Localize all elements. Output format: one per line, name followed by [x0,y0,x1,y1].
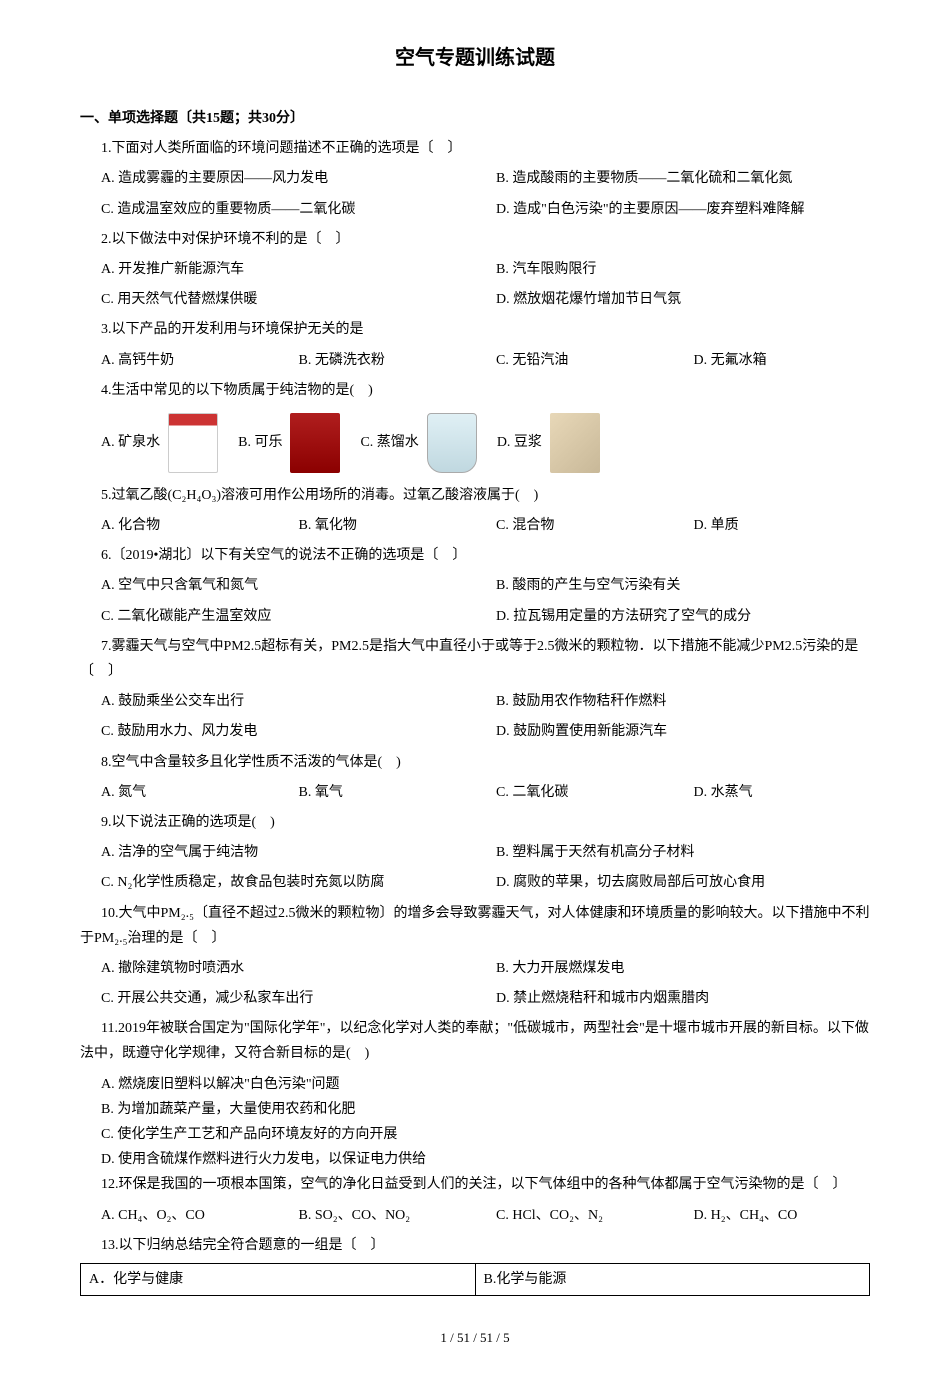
question-5: 5.过氧乙酸(C₂H₄O₃)溶液可用作公用场所的消毒。过氧乙酸溶液属于( ) [80,483,870,508]
q4-option-b: B. 可乐 [238,430,282,455]
q6-option-c: C. 二氧化碳能产生温室效应 [80,604,475,629]
q1-option-d: D. 造成"白色污染"的主要原因——废弃塑料难降解 [475,197,870,222]
q2-options: A. 开发推广新能源汽车 B. 汽车限购限行 [80,257,870,282]
q6-option-b: B. 酸雨的产生与空气污染有关 [475,573,870,598]
q7-option-a: A. 鼓励乘坐公交车出行 [80,689,475,714]
q10-option-a: A. 撤除建筑物时喷洒水 [80,956,475,981]
q2-option-d: D. 燃放烟花爆竹增加节日气氛 [475,287,870,312]
q13-cell-b: B.化学与能源 [476,1264,870,1295]
q8-option-d: D. 水蒸气 [673,780,871,805]
distilled-water-image [427,413,477,473]
q9-options: A. 洁净的空气属于纯洁物 B. 塑料属于天然有机高分子材料 [80,840,870,865]
q7-options-2: C. 鼓励用水力、风力发电 D. 鼓励购置使用新能源汽车 [80,719,870,744]
page-title: 空气专题训练试题 [80,40,870,76]
q8-option-c: C. 二氧化碳 [475,780,673,805]
q5-option-a: A. 化合物 [80,513,278,538]
q12-option-c: C. HCl、CO₂、N₂ [475,1203,673,1228]
q13-cell-a: A．化学与健康 [81,1264,476,1295]
question-11: 11.2019年被联合国定为"国际化学年"，以纪念化学对人类的奉献；"低碳城市，… [80,1016,870,1066]
question-4: 4.生活中常见的以下物质属于纯洁物的是( ) [80,378,870,403]
q12-options: A. CH₄、O₂、CO B. SO₂、CO、NO₂ C. HCl、CO₂、N₂… [80,1203,870,1228]
section-header: 一、单项选择题〔共15题；共30分〕 [80,106,870,131]
q2-option-b: B. 汽车限购限行 [475,257,870,282]
q4-option-b-wrap: B. 可乐 [238,413,340,473]
q11-option-d: D. 使用含硫煤作燃料进行火力发电，以保证电力供给 [80,1147,870,1172]
q1-option-b: B. 造成酸雨的主要物质——二氧化硫和二氧化氮 [475,166,870,191]
q1-option-c: C. 造成温室效应的重要物质——二氧化碳 [80,197,475,222]
q1-options: A. 造成雾霾的主要原因——风力发电 B. 造成酸雨的主要物质——二氧化硫和二氧… [80,166,870,191]
q6-option-d: D. 拉瓦锡用定量的方法研究了空气的成分 [475,604,870,629]
q4-option-a-wrap: A. 矿泉水 [101,413,218,473]
q4-option-d-wrap: D. 豆浆 [497,413,600,473]
q10-option-b: B. 大力开展燃煤发电 [475,956,870,981]
q7-option-c: C. 鼓励用水力、风力发电 [80,719,475,744]
q9-option-a: A. 洁净的空气属于纯洁物 [80,840,475,865]
q5-option-c: C. 混合物 [475,513,673,538]
q3-option-d: D. 无氟冰箱 [673,348,871,373]
question-10: 10.大气中PM₂.₅〔直径不超过2.5微米的颗粒物〕的增多会导致雾霾天气，对人… [80,901,870,951]
q9-option-b: B. 塑料属于天然有机高分子材料 [475,840,870,865]
q11-option-c: C. 使化学生产工艺和产品向环境友好的方向开展 [80,1122,870,1147]
q12-option-d: D. H₂、CH₄、CO [673,1203,871,1228]
q4-image-options: A. 矿泉水 B. 可乐 C. 蒸馏水 D. 豆浆 [80,413,870,473]
q4-option-c: C. 蒸馏水 [360,430,418,455]
question-7: 7.雾霾天气与空气中PM2.5超标有关，PM2.5是指大气中直径小于或等于2.5… [80,634,870,684]
q3-option-a: A. 高钙牛奶 [80,348,278,373]
q4-option-a: A. 矿泉水 [101,430,160,455]
q8-option-b: B. 氧气 [278,780,476,805]
question-1: 1.下面对人类所面临的环境问题描述不正确的选项是〔 〕 [80,136,870,161]
q7-option-d: D. 鼓励购置使用新能源汽车 [475,719,870,744]
q6-options: A. 空气中只含氧气和氮气 B. 酸雨的产生与空气污染有关 [80,573,870,598]
q2-option-c: C. 用天然气代替燃煤供暖 [80,287,475,312]
q9-options-2: C. N₂化学性质稳定，故食品包装时充氮以防腐 D. 腐败的苹果，切去腐败局部后… [80,870,870,895]
q3-options: A. 高钙牛奶 B. 无磷洗衣粉 C. 无铅汽油 D. 无氟冰箱 [80,348,870,373]
cola-image [290,413,340,473]
q3-option-b: B. 无磷洗衣粉 [278,348,476,373]
q1-options-2: C. 造成温室效应的重要物质——二氧化碳 D. 造成"白色污染"的主要原因——废… [80,197,870,222]
mineral-water-image [168,413,218,473]
q6-options-2: C. 二氧化碳能产生温室效应 D. 拉瓦锡用定量的方法研究了空气的成分 [80,604,870,629]
question-13: 13.以下归纳总结完全符合题意的一组是〔 〕 [80,1233,870,1258]
question-8: 8.空气中含量较多且化学性质不活泼的气体是( ) [80,750,870,775]
q2-options-2: C. 用天然气代替燃煤供暖 D. 燃放烟花爆竹增加节日气氛 [80,287,870,312]
q6-option-a: A. 空气中只含氧气和氮气 [80,573,475,598]
q5-option-d: D. 单质 [673,513,871,538]
q4-option-d: D. 豆浆 [497,430,542,455]
question-9: 9.以下说法正确的选项是( ) [80,810,870,835]
q11-option-b: B. 为增加蔬菜产量，大量使用农药和化肥 [80,1097,870,1122]
q12-option-b: B. SO₂、CO、NO₂ [278,1203,476,1228]
q7-options: A. 鼓励乘坐公交车出行 B. 鼓励用农作物秸秆作燃料 [80,689,870,714]
q9-option-c: C. N₂化学性质稳定，故食品包装时充氮以防腐 [80,870,475,895]
q8-option-a: A. 氮气 [80,780,278,805]
question-2: 2.以下做法中对保护环境不利的是〔 〕 [80,227,870,252]
q5-options: A. 化合物 B. 氧化物 C. 混合物 D. 单质 [80,513,870,538]
q8-options: A. 氮气 B. 氧气 C. 二氧化碳 D. 水蒸气 [80,780,870,805]
soymilk-image [550,413,600,473]
q7-option-b: B. 鼓励用农作物秸秆作燃料 [475,689,870,714]
question-6: 6.〔2019•湖北〕以下有关空气的说法不正确的选项是〔 〕 [80,543,870,568]
q4-option-c-wrap: C. 蒸馏水 [360,413,476,473]
q1-option-a: A. 造成雾霾的主要原因——风力发电 [80,166,475,191]
question-3: 3.以下产品的开发利用与环境保护无关的是 [80,317,870,342]
question-12: 12.环保是我国的一项根本国策，空气的净化日益受到人们的关注，以下气体组中的各种… [80,1172,870,1197]
q10-option-c: C. 开展公共交通，减少私家车出行 [80,986,475,1011]
q10-options-2: C. 开展公共交通，减少私家车出行 D. 禁止燃烧秸秆和城市内烟熏腊肉 [80,986,870,1011]
q10-options: A. 撤除建筑物时喷洒水 B. 大力开展燃煤发电 [80,956,870,981]
q5-option-b: B. 氧化物 [278,513,476,538]
q2-option-a: A. 开发推广新能源汽车 [80,257,475,282]
q11-option-a: A. 燃烧废旧塑料以解决"白色污染"问题 [80,1072,870,1097]
q12-option-a: A. CH₄、O₂、CO [80,1203,278,1228]
page-footer: 1 / 51 / 51 / 5 [80,1326,870,1349]
q3-option-c: C. 无铅汽油 [475,348,673,373]
q9-option-d: D. 腐败的苹果，切去腐败局部后可放心食用 [475,870,870,895]
q13-table: A．化学与健康 B.化学与能源 [80,1263,870,1296]
q10-option-d: D. 禁止燃烧秸秆和城市内烟熏腊肉 [475,986,870,1011]
